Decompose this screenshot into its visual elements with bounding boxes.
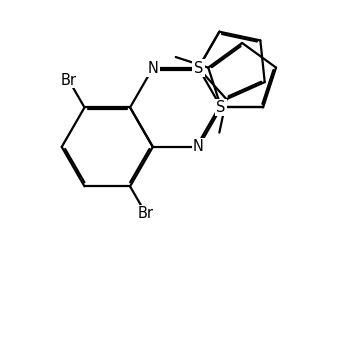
Text: N: N [147, 61, 158, 75]
Text: Br: Br [138, 206, 154, 221]
Text: S: S [216, 100, 226, 115]
Text: Br: Br [61, 73, 77, 88]
Text: S: S [194, 61, 203, 75]
Text: N: N [193, 140, 204, 155]
